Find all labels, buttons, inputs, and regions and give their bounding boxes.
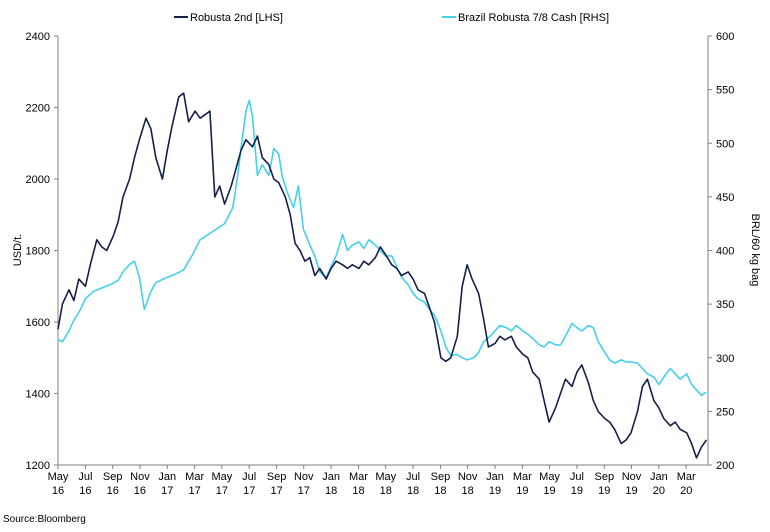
y-right-tick-label: 550 [716, 85, 734, 97]
x-tick-label-year: 18 [380, 485, 392, 497]
x-tick-label-year: 17 [243, 485, 255, 497]
x-tick-label-year: 16 [52, 485, 64, 497]
y-right-tick-label: 250 [716, 406, 734, 418]
y-axis-right-label: BRL/60 kg bag [749, 214, 761, 287]
x-tick-label-year: 18 [325, 485, 337, 497]
x-tick-label-year: 18 [407, 485, 419, 497]
x-tick-label-month: Mar [185, 471, 204, 483]
x-tick-label-month: Jan [322, 471, 340, 483]
y-left-tick-label: 1200 [26, 460, 50, 472]
x-tick-label-month: Sep [267, 471, 287, 483]
x-tick-label-month: Nov [130, 471, 150, 483]
x-tick-label-year: 20 [653, 485, 665, 497]
y-right-tick-label: 600 [716, 31, 734, 43]
x-tick-label-month: Jan [158, 471, 176, 483]
x-tick-label-month: Jan [486, 471, 504, 483]
x-tick-label-month: Nov [458, 471, 478, 483]
x-tick-label-year: 16 [134, 485, 146, 497]
x-tick-label-month: Nov [622, 471, 642, 483]
x-tick-label-month: Jul [570, 471, 584, 483]
x-tick-label-year: 17 [298, 485, 310, 497]
y-right-tick-label: 200 [716, 460, 734, 472]
x-tick-label-month: May [211, 471, 232, 483]
x-ticks: May 16 Jul 16 Sep 16 Nov 16 Jan 17 Mar 17 May 17 Jul 17… [48, 465, 696, 497]
x-tick-label-year: 17 [270, 485, 282, 497]
x-tick-label-year: 20 [680, 485, 692, 497]
x-tick-label-year: 19 [543, 485, 555, 497]
y-left-tick-label: 1600 [26, 317, 50, 329]
x-tick-label-year: 17 [189, 485, 201, 497]
x-tick-label-year: 17 [216, 485, 228, 497]
y-left-tick-label: 1400 [26, 389, 50, 401]
y-axis-left-label: USD/t. [12, 234, 24, 266]
series-layer [57, 92, 708, 459]
x-tick-label-month: Mar [677, 471, 696, 483]
y-left-tick-label: 2000 [26, 174, 50, 186]
y-right-tick-label: 450 [716, 192, 734, 204]
legend-label-robusta-2nd: Robusta 2nd [LHS] [190, 12, 283, 24]
x-tick-label-year: 16 [107, 485, 119, 497]
x-tick-label-month: Mar [349, 471, 368, 483]
x-tick-label-year: 19 [598, 485, 610, 497]
x-tick-label-year: 19 [489, 485, 501, 497]
y-right-tick-label: 300 [716, 353, 734, 365]
y-left-tick-label: 2200 [26, 103, 50, 115]
x-tick-label-month: Sep [431, 471, 451, 483]
x-tick-label-month: Jan [650, 471, 668, 483]
series-line-brazil-robusta-cash [57, 99, 707, 397]
series-line-robusta-2nd [57, 92, 708, 459]
y-left-tick-label: 2400 [26, 31, 50, 43]
x-tick-label-year: 17 [161, 485, 173, 497]
y-left-ticks: 1200 1400 1600 1800 2000 2200 2400 [26, 31, 58, 472]
x-tick-label-year: 18 [434, 485, 446, 497]
x-tick-label-month: Mar [513, 471, 532, 483]
x-tick-label-year: 19 [571, 485, 583, 497]
y-right-tick-label: 350 [716, 299, 734, 311]
source-note: Source:Bloomberg [3, 514, 86, 525]
x-tick-label-year: 19 [625, 485, 637, 497]
y-right-ticks: 200 250 300 350 400 450 500 550 600 [708, 31, 734, 472]
y-right-tick-label: 400 [716, 246, 734, 258]
x-tick-label-month: Nov [294, 471, 314, 483]
x-tick-label-year: 18 [352, 485, 364, 497]
x-tick-label-month: Sep [594, 471, 614, 483]
x-tick-label-month: Sep [103, 471, 123, 483]
legend-label-brazil-robusta: Brazil Robusta 7/8 Cash [RHS] [458, 12, 609, 24]
x-tick-label-year: 18 [462, 485, 474, 497]
x-tick-label-month: May [48, 471, 69, 483]
legend: Robusta 2nd [LHS] Brazil Robusta 7/8 Cas… [174, 12, 609, 24]
x-tick-label-month: Jul [406, 471, 420, 483]
x-tick-label-month: Jul [78, 471, 92, 483]
y-left-tick-label: 1800 [26, 246, 50, 258]
y-right-tick-label: 500 [716, 138, 734, 150]
x-tick-label-month: May [539, 471, 560, 483]
x-tick-label-month: May [375, 471, 396, 483]
x-tick-label-month: Jul [242, 471, 256, 483]
x-tick-label-year: 16 [79, 485, 91, 497]
x-tick-label-year: 19 [516, 485, 528, 497]
